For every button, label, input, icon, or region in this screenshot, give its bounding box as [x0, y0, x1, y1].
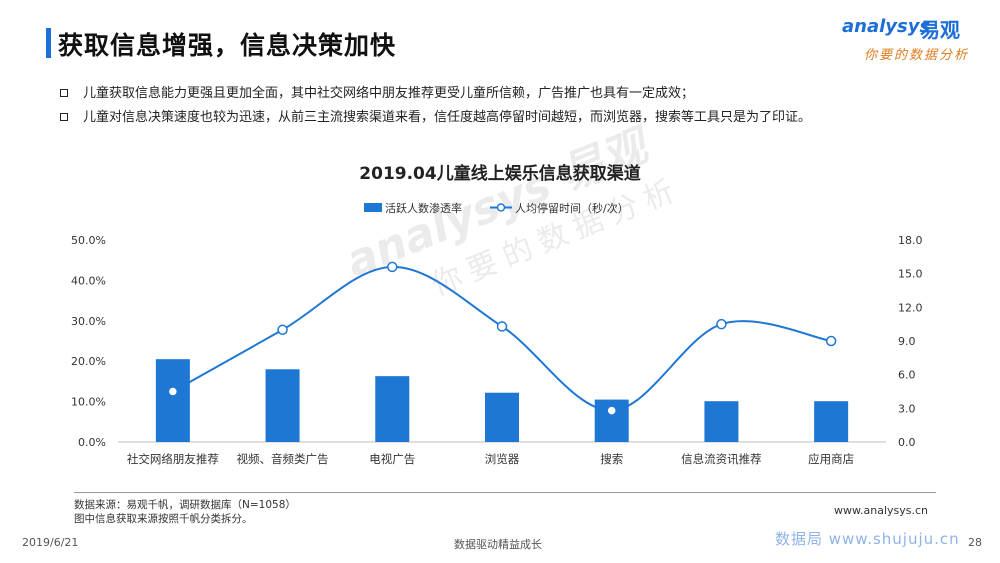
- bullet-item: 儿童获取信息能力更强且更加全面，其中社交网络中朋友推荐更受儿童所信赖，广告推广也…: [58, 82, 958, 106]
- left-axis-tick-label: 30.0%: [71, 315, 106, 328]
- category-label: 浏览器: [485, 452, 520, 466]
- bar-2: [265, 369, 300, 442]
- line-point-4: [496, 321, 508, 332]
- right-axis-tick-label: 15.0: [898, 268, 923, 281]
- line-point-1: [167, 386, 179, 397]
- line-point-2: [277, 324, 288, 336]
- footer-slogan: 数据驱动精益成长: [454, 538, 542, 551]
- line-point-5: [606, 405, 617, 416]
- line-point-7: [825, 335, 837, 347]
- bar-1: [155, 359, 190, 442]
- right-axis-tick-label: 0.0: [898, 436, 916, 449]
- legend-bar-swatch: [364, 203, 382, 212]
- line-point-6: [716, 318, 727, 330]
- legend-line-label: 人均停留时间（秒/次）: [515, 201, 629, 215]
- title-accent-bar: [46, 28, 51, 58]
- bar-7: [814, 401, 849, 442]
- logo-chinese: 易观: [920, 18, 960, 42]
- source-note: 图中信息获取来源按照千帆分类拆分。: [74, 513, 253, 525]
- legend-bar-label: 活跃人数渗透率: [385, 201, 462, 215]
- footer-date: 2019/6/21: [22, 536, 79, 549]
- website-link[interactable]: www.analysys.cn: [834, 504, 928, 517]
- bar-3: [375, 376, 410, 442]
- category-label: 应用商店: [808, 452, 854, 466]
- source-line: 数据来源：易观千帆，调研数据库（N=1058）: [74, 499, 296, 511]
- bar-4: [485, 392, 519, 442]
- bar-6: [704, 401, 739, 442]
- category-label: 社交网络朋友推荐: [127, 452, 219, 466]
- bullet-list: 儿童获取信息能力更强且更加全面，其中社交网络中朋友推荐更受儿童所信赖，广告推广也…: [58, 82, 958, 130]
- right-axis-tick-label: 3.0: [898, 402, 916, 415]
- logo-slogan: 你要的数据分析: [864, 48, 970, 63]
- square-bullet-icon: [60, 113, 68, 121]
- bullet-item: 儿童对信息决策速度也较为迅速，从前三主流搜索渠道来看，信任度越高停留时间越短，而…: [58, 106, 958, 130]
- bullet-text: 儿童对信息决策速度也较为迅速，从前三主流搜索渠道来看，信任度越高停留时间越短，而…: [83, 110, 812, 125]
- data-source: 数据来源：易观千帆，调研数据库（N=1058） 图中信息获取来源按照千帆分类拆分…: [74, 498, 296, 526]
- legend-line-marker: [496, 203, 506, 212]
- right-axis-tick-label: 12.0: [898, 301, 923, 314]
- left-axis-tick-label: 10.0%: [71, 396, 106, 409]
- left-axis-tick-label: 0.0%: [78, 436, 106, 449]
- right-axis-tick-label: 6.0: [898, 369, 916, 382]
- page-number: 28: [968, 536, 982, 549]
- category-label: 信息流资讯推荐: [681, 452, 762, 466]
- left-axis-tick-label: 50.0%: [71, 234, 106, 247]
- category-label: 视频、音频类广告: [237, 452, 329, 466]
- footer-watermark: 数据局 www.shujuju.cn: [775, 530, 960, 548]
- category-label: 电视广告: [369, 452, 415, 466]
- line-point-3: [387, 261, 398, 273]
- right-axis-tick-label: 18.0: [898, 234, 923, 247]
- page-title: 获取信息增强，信息决策加快: [58, 31, 397, 60]
- right-axis-tick-label: 9.0: [898, 335, 916, 348]
- analysys-logo: analysys 易观 你要的数据分析: [842, 16, 982, 66]
- chart-title: 2019.04儿童线上娱乐信息获取渠道: [359, 163, 640, 184]
- bullet-text: 儿童获取信息能力更强且更加全面，其中社交网络中朋友推荐更受儿童所信赖，广告推广也…: [83, 86, 695, 101]
- footer-divider: [74, 492, 936, 493]
- category-label: 搜索: [600, 452, 623, 466]
- logo-english: analysys: [842, 16, 931, 37]
- left-axis-tick-label: 20.0%: [71, 355, 106, 368]
- square-bullet-icon: [60, 89, 68, 97]
- left-axis-tick-label: 40.0%: [71, 274, 106, 287]
